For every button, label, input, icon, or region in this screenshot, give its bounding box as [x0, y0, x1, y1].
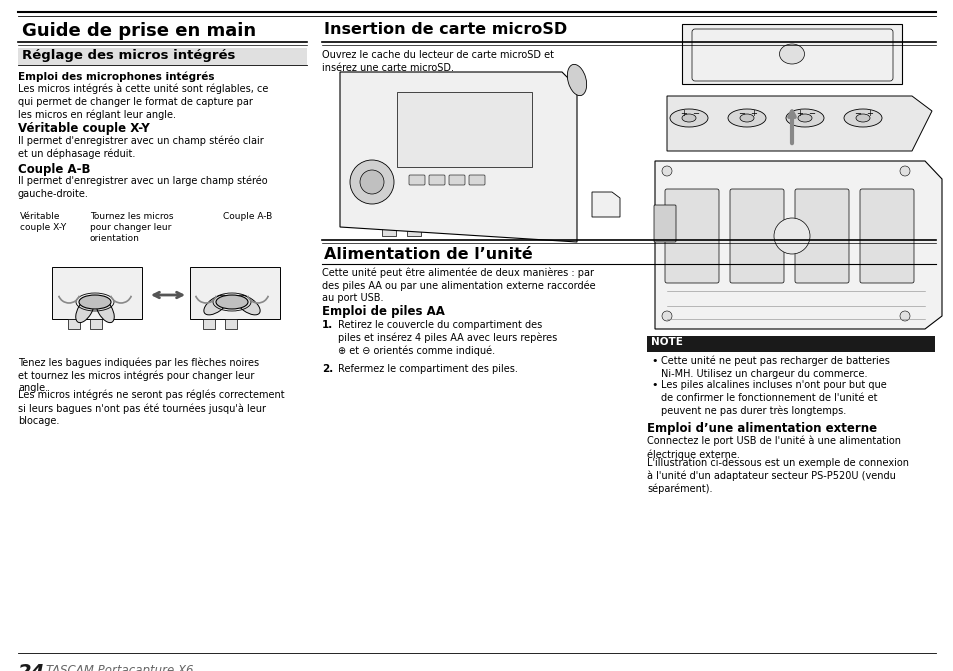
Ellipse shape: [669, 109, 707, 127]
Bar: [90, 319, 102, 329]
Circle shape: [661, 166, 671, 176]
Text: Cette unité ne peut pas recharger de batteries
Ni-MH. Utilisez un chargeur du co: Cette unité ne peut pas recharger de bat…: [660, 356, 889, 379]
Circle shape: [899, 166, 909, 176]
Text: NOTE: NOTE: [650, 337, 682, 347]
FancyBboxPatch shape: [429, 175, 444, 185]
FancyBboxPatch shape: [729, 189, 783, 283]
Text: +: +: [750, 109, 757, 119]
Text: •: •: [650, 356, 657, 366]
Text: Emploi des microphones intégrés: Emploi des microphones intégrés: [18, 72, 214, 83]
Text: −: −: [807, 109, 815, 119]
Text: Il permet d'enregistrer avec un champ stéréo clair
et un déphasage réduit.: Il permet d'enregistrer avec un champ st…: [18, 135, 263, 159]
Circle shape: [773, 218, 809, 254]
Text: Véritable
couple X-Y: Véritable couple X-Y: [20, 212, 66, 232]
Text: Les micros intégrés ne seront pas réglés correctement
si leurs bagues n'ont pas : Les micros intégrés ne seront pas réglés…: [18, 390, 284, 426]
Text: Véritable couple X-Y: Véritable couple X-Y: [18, 122, 150, 135]
Ellipse shape: [843, 109, 882, 127]
Ellipse shape: [567, 64, 586, 96]
Ellipse shape: [740, 114, 753, 122]
Polygon shape: [681, 24, 901, 84]
Circle shape: [350, 160, 394, 204]
Text: +: +: [679, 109, 687, 119]
Ellipse shape: [797, 114, 811, 122]
FancyBboxPatch shape: [664, 189, 719, 283]
Text: 2.: 2.: [322, 364, 333, 374]
Polygon shape: [396, 92, 532, 167]
Text: Retirez le couvercle du compartiment des
piles et insérez 4 piles AA avec leurs : Retirez le couvercle du compartiment des…: [337, 320, 557, 356]
Text: −: −: [692, 109, 699, 119]
Bar: [646, 336, 934, 352]
Text: Il permet d'enregistrer avec un large champ stéréo
gauche-droite.: Il permet d'enregistrer avec un large ch…: [18, 176, 268, 199]
Text: Alimentation de l’unité: Alimentation de l’unité: [324, 247, 532, 262]
Text: Tenez les bagues indiquées par les flèches noires
et tournez les micros intégrés: Tenez les bagues indiquées par les flèch…: [18, 357, 259, 393]
Text: TASCAM Portacapture X6: TASCAM Portacapture X6: [46, 664, 193, 671]
Ellipse shape: [855, 114, 869, 122]
Bar: [225, 319, 236, 329]
Bar: [407, 222, 420, 236]
FancyBboxPatch shape: [469, 175, 484, 185]
Text: Les piles alcalines incluses n'ont pour but que
de confirmer le fonctionnement d: Les piles alcalines incluses n'ont pour …: [660, 380, 886, 416]
Text: Emploi de piles AA: Emploi de piles AA: [322, 305, 444, 318]
FancyBboxPatch shape: [409, 175, 424, 185]
Text: Couple A-B: Couple A-B: [223, 212, 272, 221]
Text: Tournez les micros
pour changer leur
orientation: Tournez les micros pour changer leur ori…: [90, 212, 173, 243]
Ellipse shape: [75, 297, 94, 323]
Text: Guide de prise en main: Guide de prise en main: [22, 22, 255, 40]
FancyBboxPatch shape: [449, 175, 464, 185]
Text: •: •: [650, 380, 657, 390]
FancyBboxPatch shape: [794, 189, 848, 283]
Bar: [190, 267, 280, 319]
Bar: [203, 319, 214, 329]
Bar: [52, 267, 142, 319]
Text: −: −: [738, 109, 744, 119]
Ellipse shape: [95, 297, 114, 323]
Ellipse shape: [785, 109, 823, 127]
Ellipse shape: [215, 295, 248, 309]
Text: Ouvrez le cache du lecteur de carte microSD et
insérez une carte microSD.: Ouvrez le cache du lecteur de carte micr…: [322, 50, 554, 72]
Bar: [541, 172, 572, 190]
Text: +: +: [796, 109, 802, 119]
Text: Emploi d’une alimentation externe: Emploi d’une alimentation externe: [646, 422, 876, 435]
Circle shape: [359, 170, 384, 194]
Polygon shape: [339, 72, 577, 242]
Text: +: +: [865, 109, 873, 119]
Circle shape: [899, 311, 909, 321]
FancyBboxPatch shape: [654, 205, 676, 242]
Polygon shape: [666, 96, 931, 151]
Text: Insertion de carte microSD: Insertion de carte microSD: [324, 22, 567, 37]
Bar: [381, 222, 395, 236]
Ellipse shape: [779, 44, 803, 64]
Ellipse shape: [204, 295, 228, 315]
Text: −: −: [854, 109, 861, 119]
Text: 24: 24: [18, 663, 45, 671]
Polygon shape: [592, 192, 619, 217]
Text: Couple A-B: Couple A-B: [18, 163, 91, 176]
Text: Connectez le port USB de l'unité à une alimentation
électrique externe.: Connectez le port USB de l'unité à une a…: [646, 436, 900, 460]
Text: 1.: 1.: [322, 320, 333, 330]
Text: Refermez le compartiment des piles.: Refermez le compartiment des piles.: [337, 364, 517, 374]
Circle shape: [661, 311, 671, 321]
Polygon shape: [655, 161, 941, 329]
Bar: [68, 319, 80, 329]
Text: L'illustration ci-dessous est un exemple de connexion
à l'unité d'un adaptateur : L'illustration ci-dessous est un exemple…: [646, 458, 908, 495]
Text: Réglage des micros intégrés: Réglage des micros intégrés: [22, 49, 235, 62]
Ellipse shape: [235, 295, 260, 315]
Ellipse shape: [681, 114, 696, 122]
Ellipse shape: [79, 295, 111, 309]
Ellipse shape: [727, 109, 765, 127]
FancyBboxPatch shape: [859, 189, 913, 283]
Text: Les micros intégrés à cette unité sont réglables, ce
qui permet de changer le fo: Les micros intégrés à cette unité sont r…: [18, 84, 268, 120]
Bar: [18, 48, 307, 65]
Text: Cette unité peut être alimentée de deux manières : par
des piles AA ou par une a: Cette unité peut être alimentée de deux …: [322, 267, 595, 303]
